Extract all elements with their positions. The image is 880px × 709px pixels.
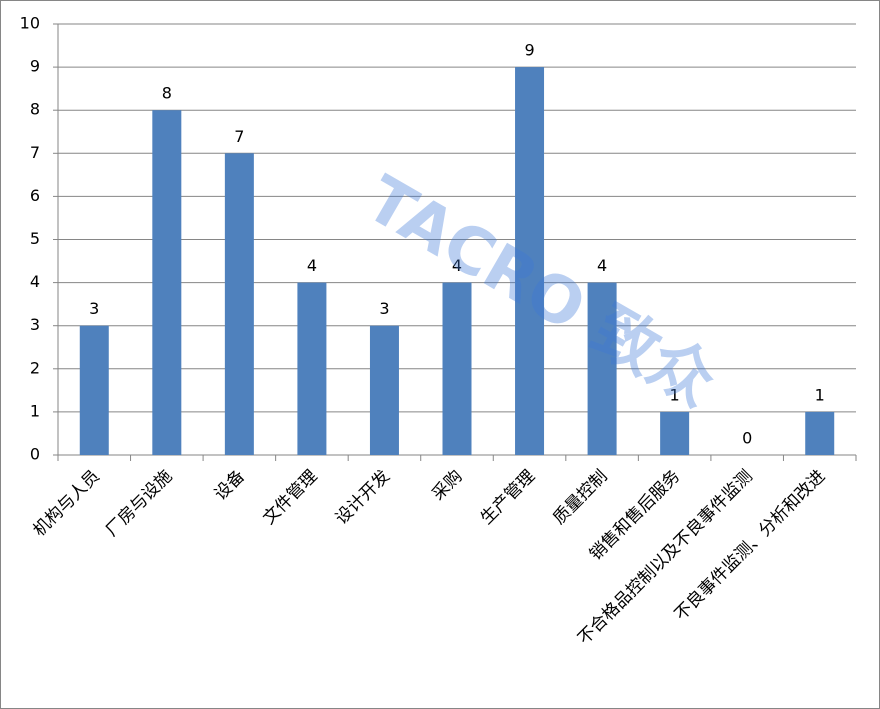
- y-tick-label: 5: [30, 229, 40, 248]
- y-tick-label: 1: [30, 401, 40, 420]
- data-label: 4: [597, 256, 607, 275]
- y-tick-label: 8: [30, 100, 40, 119]
- y-tick-label: 3: [30, 315, 40, 334]
- bar: [152, 110, 182, 455]
- y-tick-label: 0: [30, 445, 40, 464]
- y-tick-label: 9: [30, 57, 40, 76]
- data-label: 0: [742, 429, 752, 448]
- y-tick-label: 2: [30, 358, 40, 377]
- bar: [297, 282, 327, 455]
- data-label: 4: [452, 256, 462, 275]
- y-tick-label: 10: [20, 14, 40, 33]
- data-label: 7: [234, 127, 244, 146]
- data-label: 1: [815, 385, 825, 404]
- data-label: 1: [670, 385, 680, 404]
- y-tick-label: 6: [30, 186, 40, 205]
- data-label: 9: [524, 41, 534, 60]
- y-tick-label: 7: [30, 143, 40, 162]
- bar: [442, 282, 472, 455]
- bar: [515, 67, 545, 455]
- data-label: 3: [379, 299, 389, 318]
- data-label: 8: [162, 84, 172, 103]
- data-label: 3: [89, 299, 99, 318]
- data-label: 4: [307, 256, 317, 275]
- bar: [224, 153, 254, 456]
- bar: [660, 411, 690, 455]
- bar: [79, 325, 109, 455]
- bar: [805, 411, 835, 455]
- bar: [369, 325, 399, 455]
- bar: [587, 282, 617, 455]
- y-tick-label: 4: [30, 272, 40, 291]
